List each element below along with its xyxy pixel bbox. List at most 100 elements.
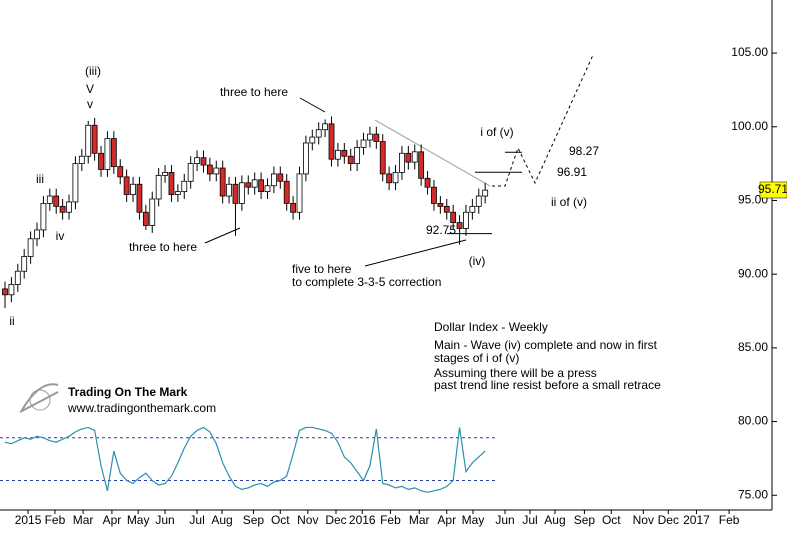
- candle-body: [296, 173, 303, 213]
- x-tick-label: Nov: [297, 513, 318, 527]
- candle-body: [168, 172, 175, 195]
- candle-body: [463, 211, 469, 229]
- candle-body: [226, 183, 232, 197]
- candle-body: [309, 136, 316, 144]
- candle-body: [264, 185, 271, 193]
- candle-body: [213, 167, 220, 175]
- y-tick-label: 105.00: [731, 45, 768, 59]
- candle-body: [315, 129, 322, 138]
- last-price-box: [759, 181, 787, 199]
- candle-body: [110, 138, 117, 167]
- candle-body: [40, 203, 47, 231]
- candle-body: [392, 172, 399, 184]
- annotation: v: [87, 97, 93, 111]
- candle-body: [456, 222, 463, 229]
- candle-body: [142, 211, 149, 226]
- y-tick-label: 80.00: [738, 414, 768, 428]
- annotation: five to here: [292, 262, 352, 276]
- annotation: three to here: [220, 85, 288, 99]
- logo-bow: [21, 383, 59, 411]
- x-tick-label: 2017: [683, 513, 710, 527]
- candle-body: [258, 179, 264, 193]
- candle-body: [194, 157, 200, 165]
- candle-body: [270, 173, 277, 187]
- x-tick-label: May: [462, 513, 485, 527]
- x-tick-label: Nov: [633, 513, 654, 527]
- last-price-label: 95.71: [758, 182, 787, 196]
- x-tick-label: Jul: [189, 513, 204, 527]
- pointer: [364, 239, 467, 267]
- candle-body: [174, 191, 181, 195]
- annotation: past trend line resist before a small re…: [434, 378, 661, 392]
- annotation: stages of i of (v): [434, 351, 519, 365]
- annotation: www.tradingonthemark.com: [67, 401, 216, 415]
- x-tick-label: Apr: [103, 513, 122, 527]
- y-tick-label: 90.00: [738, 266, 768, 280]
- level-label: 98.27: [569, 144, 599, 158]
- candle-body: [8, 284, 15, 296]
- candle-body: [187, 163, 194, 182]
- x-tick-label: Feb: [380, 513, 401, 527]
- x-tick-label: Feb: [45, 513, 66, 527]
- pointer: [204, 227, 241, 244]
- annotation: Main - Wave (iv) complete and now in fir…: [434, 338, 658, 352]
- candle-body: [277, 173, 284, 182]
- annotation: ii of (v): [551, 195, 587, 209]
- candle-body: [149, 198, 156, 226]
- candle-body: [418, 151, 425, 179]
- annotation: three to here: [129, 240, 197, 254]
- candle-body: [117, 166, 124, 178]
- candle-body: [335, 149, 341, 160]
- candle-body: [443, 205, 450, 213]
- candle-body: [450, 211, 457, 223]
- candle-body: [27, 238, 34, 257]
- y-tick-label: 75.00: [738, 487, 768, 501]
- logo-arrow: [19, 391, 59, 413]
- candle-body: [136, 183, 143, 213]
- candle-body: [379, 141, 386, 175]
- candle-body: [469, 205, 476, 213]
- candle-body: [437, 203, 444, 207]
- candle-body: [219, 167, 226, 197]
- x-tick-label: Mar: [73, 513, 94, 527]
- x-tick-label: Jun: [155, 513, 174, 527]
- x-tick-label: Aug: [211, 513, 232, 527]
- annotation: iv: [56, 229, 65, 243]
- candle-body: [155, 175, 162, 200]
- candle-body: [21, 256, 28, 272]
- annotation: (iii): [85, 64, 101, 78]
- x-tick-label: Dec: [658, 513, 679, 527]
- candle-body: [98, 152, 104, 170]
- candle-body: [162, 172, 168, 176]
- pointer: [299, 97, 326, 113]
- candle-body: [360, 139, 367, 148]
- logo: [19, 383, 59, 413]
- projection-path: [492, 54, 594, 187]
- candle-body: [303, 142, 309, 175]
- candle-body: [431, 186, 437, 204]
- annotation: iii: [36, 172, 44, 186]
- candle-body: [290, 203, 297, 213]
- x-tick-label: Jul: [522, 513, 537, 527]
- trend-line: [374, 119, 491, 187]
- candle-body: [367, 133, 373, 141]
- candle-body: [232, 183, 239, 204]
- candle-body: [130, 183, 136, 195]
- candle-body: [238, 182, 245, 204]
- candle-body: [206, 164, 213, 175]
- candle-body: [322, 123, 329, 131]
- annotation: i of (v): [480, 125, 513, 139]
- candle-body: [373, 133, 380, 142]
- candle-body: [53, 195, 60, 207]
- candle-body: [354, 146, 361, 165]
- indicator-line: [4, 426, 486, 493]
- candle-body: [341, 149, 348, 157]
- candle-body: [59, 205, 66, 213]
- x-tick-label: Sep: [243, 513, 265, 527]
- annotation: V: [86, 82, 94, 96]
- candle-body: [104, 138, 111, 170]
- candle-body: [386, 173, 393, 184]
- x-tick-label: Mar: [409, 513, 430, 527]
- annotation: (iv): [469, 254, 486, 268]
